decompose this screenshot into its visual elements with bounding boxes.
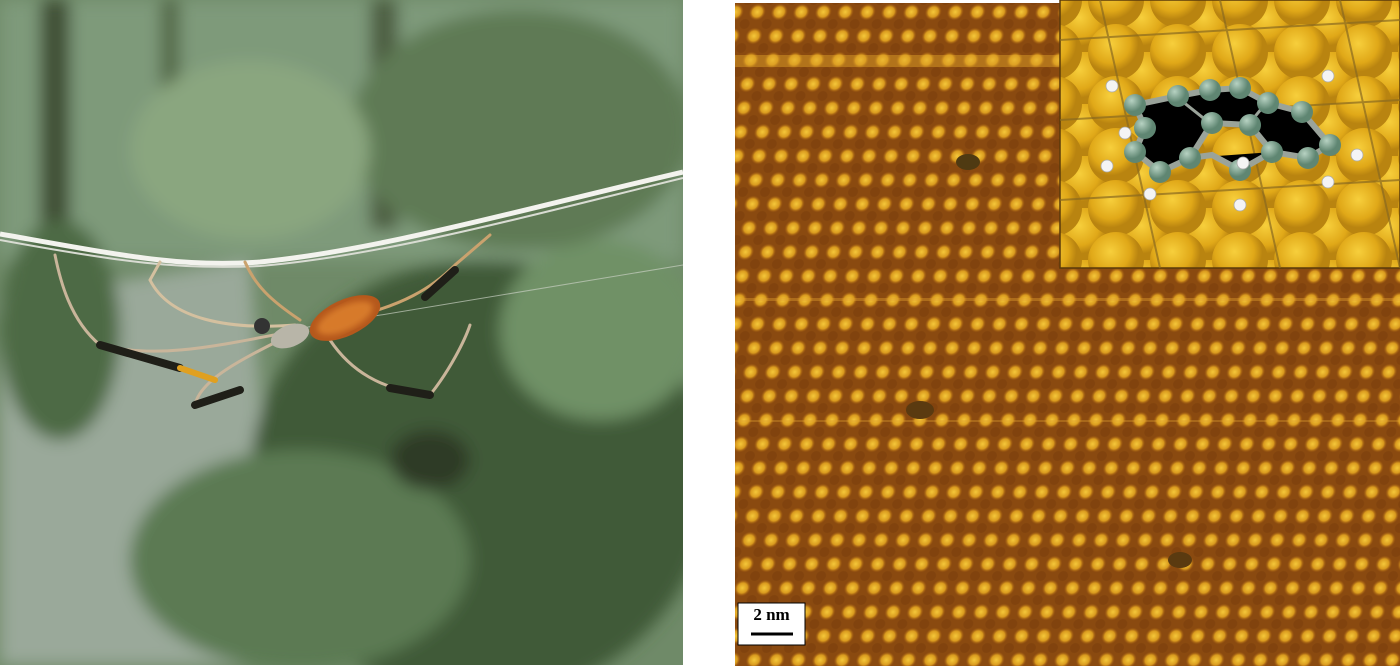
scale-bar: 2 nm (737, 602, 806, 646)
spider-photo (0, 0, 683, 665)
molecule-inset (1059, 0, 1400, 269)
scale-bar-label: 2 nm (753, 605, 789, 624)
